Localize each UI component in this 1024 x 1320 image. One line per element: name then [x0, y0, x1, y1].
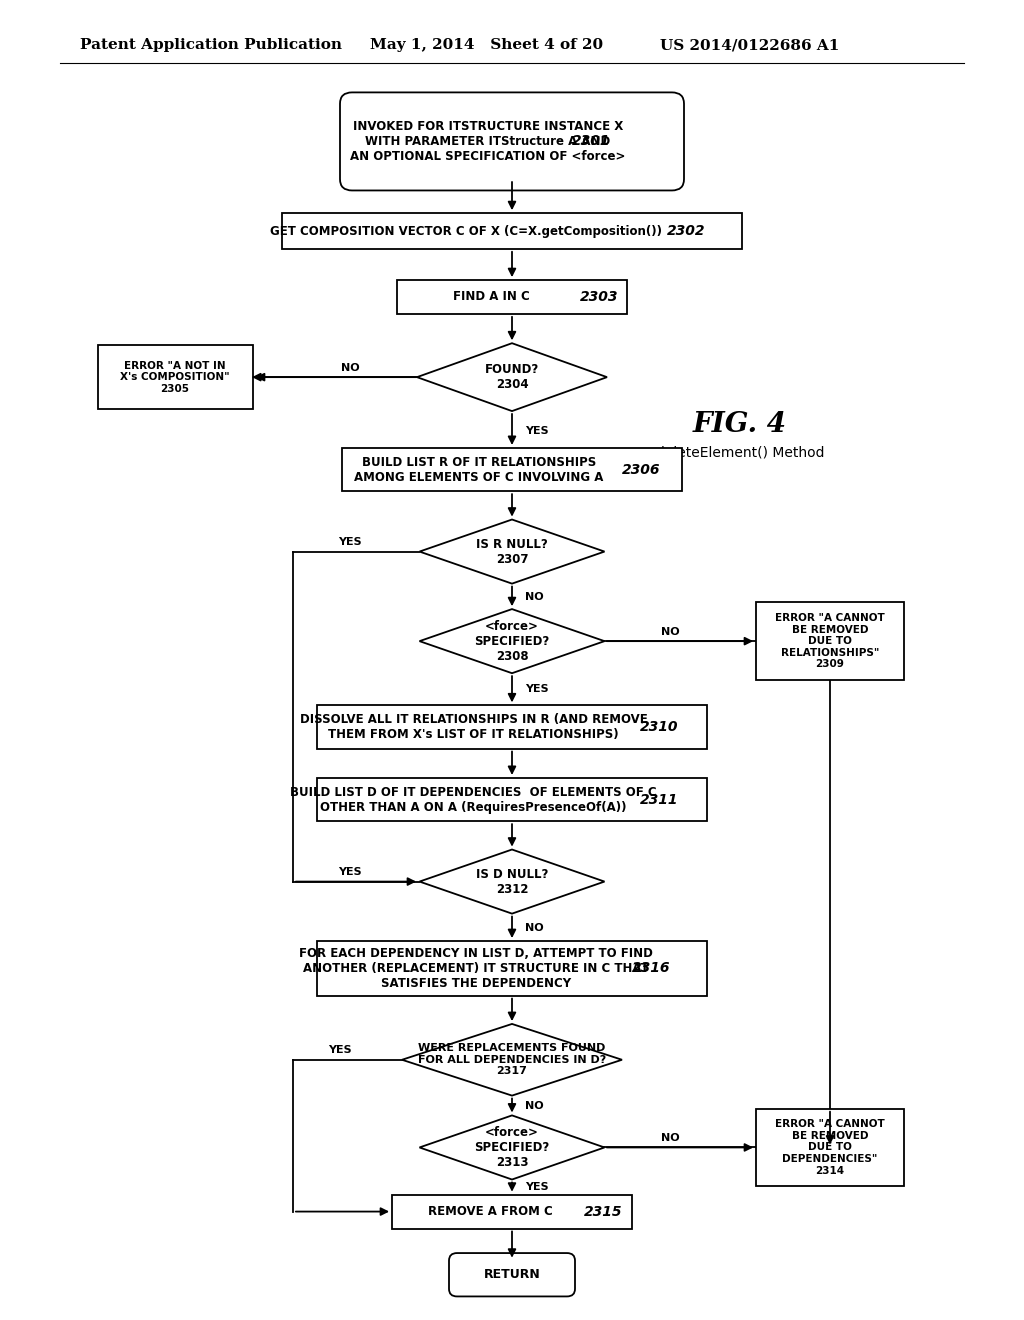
Text: May 1, 2014   Sheet 4 of 20: May 1, 2014 Sheet 4 of 20	[370, 38, 603, 53]
Text: US 2014/0122686 A1: US 2014/0122686 A1	[660, 38, 840, 53]
Polygon shape	[402, 1024, 622, 1096]
Text: IS D NULL?
2312: IS D NULL? 2312	[476, 867, 548, 895]
Text: DISSOLVE ALL IT RELATIONSHIPS IN R (AND REMOVE
THEM FROM X's LIST OF IT RELATION: DISSOLVE ALL IT RELATIONSHIPS IN R (AND …	[300, 713, 647, 741]
Text: BUILD LIST D OF IT DEPENDENCIES  OF ELEMENTS OF C
OTHER THAN A ON A (RequiresPre: BUILD LIST D OF IT DEPENDENCIES OF ELEME…	[290, 785, 657, 813]
Bar	[317, 777, 707, 821]
Text: NO: NO	[341, 363, 359, 372]
Polygon shape	[420, 850, 604, 913]
Text: BUILD LIST R OF IT RELATIONSHIPS
AMONG ELEMENTS OF C INVOLVING A: BUILD LIST R OF IT RELATIONSHIPS AMONG E…	[354, 455, 604, 483]
Text: FOUND?
2304: FOUND? 2304	[485, 363, 539, 391]
Text: RETURN: RETURN	[483, 1269, 541, 1282]
Text: 2306: 2306	[622, 462, 660, 477]
Text: 2316: 2316	[632, 961, 671, 975]
Bar	[317, 705, 707, 748]
FancyBboxPatch shape	[449, 1253, 575, 1296]
Text: REMOVE A FROM C: REMOVE A FROM C	[428, 1205, 553, 1218]
Text: ERROR "A CANNOT
BE REMOVED
DUE TO
DEPENDENCIES"
2314: ERROR "A CANNOT BE REMOVED DUE TO DEPEND…	[775, 1119, 885, 1176]
Text: ERROR "A CANNOT
BE REMOVED
DUE TO
RELATIONSHIPS"
2309: ERROR "A CANNOT BE REMOVED DUE TO RELATI…	[775, 612, 885, 669]
Text: NO: NO	[525, 923, 544, 933]
Text: Patent Application Publication: Patent Application Publication	[80, 38, 342, 53]
Text: <force>
SPECIFIED?
2308: <force> SPECIFIED? 2308	[474, 619, 550, 663]
Text: YES: YES	[525, 684, 549, 694]
Text: YES: YES	[338, 537, 361, 548]
Bar	[397, 280, 627, 314]
Text: 2310: 2310	[640, 719, 679, 734]
Text: <force>
SPECIFIED?
2313: <force> SPECIFIED? 2313	[474, 1126, 550, 1170]
Bar	[756, 602, 904, 680]
Polygon shape	[420, 520, 604, 583]
Text: 2302: 2302	[667, 224, 706, 238]
Bar	[97, 345, 253, 409]
Bar	[282, 213, 742, 249]
Bar	[342, 447, 682, 491]
Polygon shape	[417, 343, 607, 411]
Text: FIG. 4: FIG. 4	[693, 411, 787, 438]
Text: NO: NO	[660, 1133, 679, 1143]
Text: deleteElement() Method: deleteElement() Method	[655, 446, 824, 459]
Text: WERE REPLACEMENTS FOUND
FOR ALL DEPENDENCIES IN D?
2317: WERE REPLACEMENTS FOUND FOR ALL DEPENDEN…	[418, 1043, 606, 1076]
Text: 2315: 2315	[584, 1205, 623, 1218]
Text: NO: NO	[525, 591, 544, 602]
Text: YES: YES	[338, 867, 361, 878]
Text: FIND A IN C: FIND A IN C	[454, 290, 530, 304]
Text: 2311: 2311	[640, 792, 679, 807]
Text: YES: YES	[525, 1181, 549, 1192]
Text: YES: YES	[525, 426, 549, 436]
Text: ERROR "A NOT IN
X's COMPOSITION"
2305: ERROR "A NOT IN X's COMPOSITION" 2305	[120, 360, 229, 393]
Text: YES: YES	[328, 1045, 352, 1056]
Text: NO: NO	[660, 627, 679, 636]
Text: 2303: 2303	[580, 290, 618, 304]
FancyBboxPatch shape	[340, 92, 684, 190]
Text: GET COMPOSITION VECTOR C OF X (C=X.getComposition()): GET COMPOSITION VECTOR C OF X (C=X.getCo…	[269, 224, 662, 238]
Text: NO: NO	[525, 1101, 544, 1111]
Bar	[392, 1195, 632, 1229]
Text: FOR EACH DEPENDENCY IN LIST D, ATTEMPT TO FIND
ANOTHER (REPLACEMENT) IT STRUCTUR: FOR EACH DEPENDENCY IN LIST D, ATTEMPT T…	[299, 946, 653, 990]
Bar	[756, 1109, 904, 1187]
Bar	[317, 941, 707, 995]
Text: IS R NULL?
2307: IS R NULL? 2307	[476, 537, 548, 565]
Text: INVOKED FOR ITSTRUCTURE INSTANCE X
WITH PARAMETER ITStructure A AND
AN OPTIONAL : INVOKED FOR ITSTRUCTURE INSTANCE X WITH …	[350, 120, 626, 162]
Polygon shape	[420, 609, 604, 673]
Text: 2301: 2301	[572, 135, 610, 148]
Polygon shape	[420, 1115, 604, 1180]
